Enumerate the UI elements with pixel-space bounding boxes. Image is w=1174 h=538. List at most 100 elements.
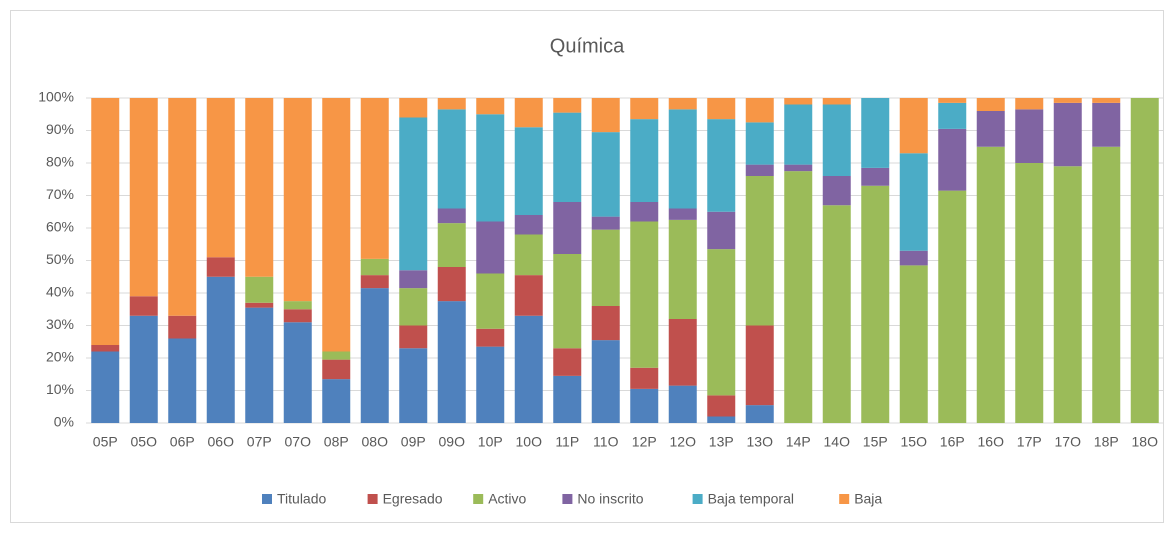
x-tick-label: 14P: [786, 434, 811, 450]
bar-segment: [938, 98, 967, 103]
bar-segment: [745, 164, 774, 176]
x-tick-label: 10P: [478, 434, 503, 450]
bar-segment: [591, 216, 620, 230]
bar-segment: [976, 111, 1005, 147]
bar-segment: [976, 98, 1005, 111]
bar-segment: [553, 375, 582, 423]
bar-segment: [437, 223, 466, 267]
bar-segment: [707, 395, 736, 417]
bar-segment: [322, 98, 351, 352]
bar-segment: [1092, 98, 1121, 103]
bar-segment: [784, 98, 813, 105]
bar-segment: [630, 202, 659, 222]
bar-segment: [630, 119, 659, 202]
bar-segment: [553, 348, 582, 376]
x-tick-label: 12O: [670, 434, 697, 450]
bar-segment: [668, 385, 697, 423]
bar-segment: [1015, 109, 1044, 163]
bar-segment: [360, 288, 389, 423]
x-tick-label: 15O: [901, 434, 928, 450]
legend-swatch: [562, 494, 573, 504]
x-tick-label: 16P: [940, 434, 965, 450]
bar-segment: [938, 102, 967, 129]
chart-title: Química: [550, 35, 625, 57]
bar-segment: [745, 122, 774, 165]
bar-segment: [1092, 146, 1121, 423]
legend-label: Titulado: [277, 491, 327, 507]
bar-segment: [437, 109, 466, 209]
y-tick-label: 30%: [46, 316, 74, 332]
x-tick-label: 17O: [1055, 434, 1082, 450]
bar-segment: [707, 98, 736, 120]
legend-label: Baja: [854, 491, 882, 507]
bar-segment: [360, 258, 389, 276]
bar-segment: [206, 257, 235, 277]
x-tick-label: 06O: [208, 434, 235, 450]
bar-segment: [1015, 163, 1044, 423]
bar-segment: [976, 146, 1005, 423]
bar-segment: [1130, 98, 1159, 423]
bar-segment: [91, 98, 120, 345]
bar-segment: [514, 215, 543, 235]
x-tick-label: 05P: [93, 434, 118, 450]
bar-segment: [630, 367, 659, 389]
bar-segment: [245, 302, 274, 308]
bar-segment: [476, 114, 505, 222]
bar-segment: [514, 98, 543, 128]
bar-segment: [1053, 98, 1082, 103]
x-tick-label: 11O: [593, 434, 619, 450]
bar-segment: [630, 221, 659, 368]
bar-segment: [168, 98, 197, 316]
bar-segment: [437, 301, 466, 423]
bar-segment: [745, 98, 774, 123]
bar-segment: [668, 219, 697, 319]
bar-segment: [630, 388, 659, 423]
bar-segment: [668, 109, 697, 209]
bar-segment: [938, 190, 967, 423]
bar-segment: [591, 340, 620, 423]
bar-segment: [322, 379, 351, 423]
bar-segment: [322, 359, 351, 380]
bar-segment: [745, 405, 774, 423]
bar-segment: [476, 328, 505, 347]
bar-segment: [784, 104, 813, 165]
bar-segment: [129, 296, 158, 316]
y-tick-label: 20%: [46, 349, 74, 365]
x-tick-label: 10O: [516, 434, 543, 450]
bar-segment: [399, 98, 428, 118]
bar-segment: [245, 98, 274, 277]
bar-segment: [745, 325, 774, 406]
bar-segment: [938, 128, 967, 191]
bar-segment: [514, 127, 543, 215]
bar-segment: [283, 98, 312, 302]
x-tick-label: 09P: [401, 434, 426, 450]
bar-segment: [476, 346, 505, 423]
bar-segment: [360, 275, 389, 289]
bar-segment: [822, 104, 851, 176]
bar-segment: [245, 307, 274, 423]
bar-segment: [168, 338, 197, 423]
bar-segment: [861, 167, 890, 186]
bar-segment: [553, 254, 582, 349]
chart-border: [10, 10, 1164, 523]
bar-segment: [399, 288, 428, 326]
bar-segment: [399, 325, 428, 349]
x-tick-label: 15P: [863, 434, 888, 450]
x-tick-label: 17P: [1017, 434, 1042, 450]
bar-segment: [322, 351, 351, 360]
legend-swatch: [367, 494, 378, 504]
x-tick-label: 16O: [978, 434, 1005, 450]
bar-segment: [822, 98, 851, 105]
bar-segment: [553, 98, 582, 113]
bar-segment: [630, 98, 659, 120]
bar-segment: [591, 98, 620, 133]
x-tick-label: 07P: [247, 434, 272, 450]
bar-segment: [745, 176, 774, 326]
bar-segment: [591, 229, 620, 306]
x-tick-label: 13P: [709, 434, 734, 450]
y-tick-label: 80%: [46, 154, 74, 170]
bar-segment: [168, 315, 197, 339]
bar-segment: [206, 98, 235, 258]
bar-segment: [707, 211, 736, 250]
legend-swatch: [473, 494, 484, 504]
